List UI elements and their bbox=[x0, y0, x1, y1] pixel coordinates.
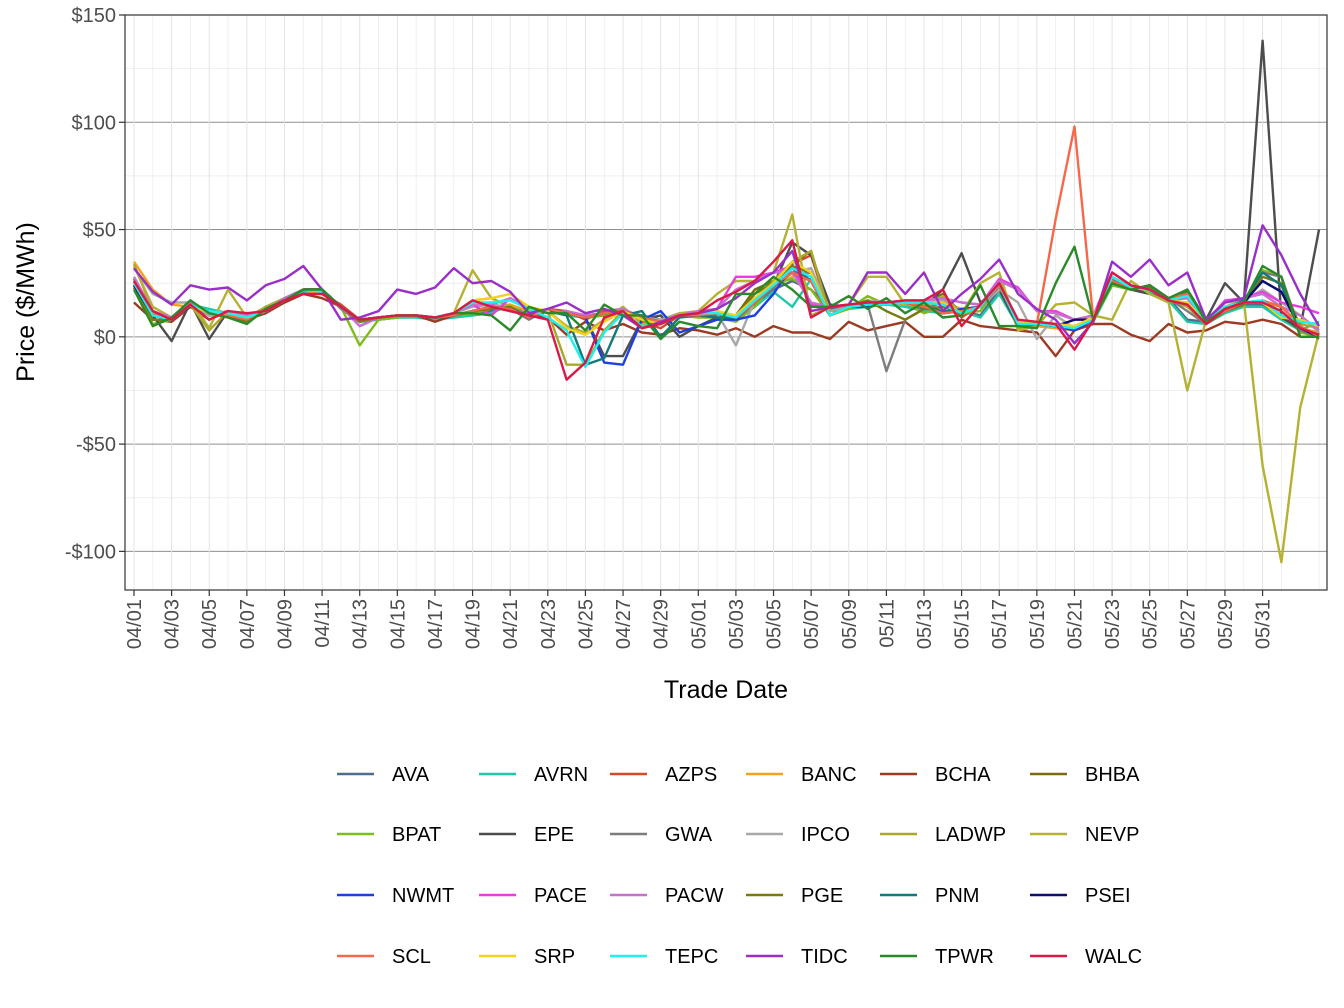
legend-item-nevp: NEVP bbox=[1030, 824, 1139, 846]
x-tick-label: 05/05 bbox=[764, 599, 786, 649]
legend-item-pace: PACE bbox=[479, 885, 587, 907]
panel-border bbox=[124, 14, 1328, 591]
series-line-walc bbox=[132, 239, 1320, 381]
legend-item-ava: AVA bbox=[337, 764, 430, 786]
series-line-tpwr bbox=[132, 245, 1319, 341]
y-tick-label: -$50 bbox=[76, 434, 116, 456]
y-tick-label: $150 bbox=[72, 5, 117, 27]
series-lines bbox=[132, 39, 1321, 564]
x-tick-label: 05/19 bbox=[1027, 599, 1049, 649]
legend-label: PGE bbox=[801, 885, 843, 907]
y-tick-label: $50 bbox=[83, 220, 116, 242]
y-tick-label: $0 bbox=[94, 327, 116, 349]
x-tick-label: 05/13 bbox=[914, 599, 936, 649]
x-tick-label: 04/29 bbox=[651, 599, 673, 649]
x-tick-label: 04/25 bbox=[575, 599, 597, 649]
legend-label: BPAT bbox=[392, 824, 441, 846]
legend-item-scl: SCL bbox=[337, 946, 431, 968]
x-tick-label: 04/11 bbox=[312, 599, 334, 648]
y-tick-label: -$100 bbox=[65, 541, 116, 563]
legend-label: AVRN bbox=[534, 764, 588, 786]
y-axis-title: Price ($/MWh) bbox=[12, 222, 40, 382]
legend-item-epe: EPE bbox=[479, 824, 574, 846]
legend-item-avrn: AVRN bbox=[479, 764, 588, 786]
legend-item-bcha: BCHA bbox=[880, 764, 991, 786]
legend-label: GWA bbox=[665, 824, 713, 846]
x-tick-label: 05/29 bbox=[1215, 599, 1237, 649]
legend-label: PACE bbox=[534, 885, 587, 907]
x-tick-label: 04/03 bbox=[162, 599, 184, 649]
x-axis-title: Trade Date bbox=[664, 676, 788, 704]
legend-item-psei: PSEI bbox=[1030, 885, 1131, 907]
legend-label: BHBA bbox=[1085, 764, 1140, 786]
legend-label: NEVP bbox=[1085, 824, 1139, 846]
legend-label: SCL bbox=[392, 946, 431, 968]
x-tick-label: 05/23 bbox=[1102, 599, 1124, 649]
legend-label: TIDC bbox=[801, 946, 848, 968]
x-tick-label: 05/15 bbox=[952, 599, 974, 649]
x-tick-label: 05/11 bbox=[876, 599, 898, 648]
legend-item-pnm: PNM bbox=[880, 885, 979, 907]
x-tick-label: 04/05 bbox=[199, 599, 221, 649]
x-tick-label: 04/21 bbox=[500, 599, 522, 649]
legend-label: PNM bbox=[935, 885, 979, 907]
x-axis: 04/01 04/03 04/05 04/07 04/09 04/11 04/13 04/15… bbox=[124, 590, 1275, 649]
x-tick-label: 05/01 bbox=[688, 599, 710, 649]
legend-item-bhba: BHBA bbox=[1030, 764, 1140, 786]
x-tick-label: 05/17 bbox=[989, 599, 1011, 649]
x-tick-label: 04/23 bbox=[538, 599, 560, 649]
legend-label: NWMT bbox=[392, 885, 454, 907]
y-axis: $150 $100 $50 $0 -$50 -$100 bbox=[65, 5, 125, 563]
legend-item-tpwr: TPWR bbox=[880, 946, 994, 968]
x-tick-label: 04/15 bbox=[387, 599, 409, 649]
legend-label: BCHA bbox=[935, 764, 991, 786]
legend-label: PSEI bbox=[1085, 885, 1131, 907]
legend-label: EPE bbox=[534, 824, 574, 846]
legend-item-tepc: TEPC bbox=[610, 946, 718, 968]
x-tick-label: 04/27 bbox=[613, 599, 635, 649]
x-tick-label: 05/09 bbox=[839, 599, 861, 649]
legend-label: LADWP bbox=[935, 824, 1006, 846]
x-tick-label: 04/01 bbox=[124, 599, 146, 649]
x-tick-label: 05/21 bbox=[1065, 599, 1087, 649]
legend-item-ipco: IPCO bbox=[746, 824, 850, 846]
x-tick-label: 05/03 bbox=[726, 599, 748, 649]
x-tick-label: 05/25 bbox=[1140, 599, 1162, 649]
x-tick-label: 04/07 bbox=[237, 599, 259, 649]
legend-item-banc: BANC bbox=[746, 764, 857, 786]
legend-item-pge: PGE bbox=[746, 885, 843, 907]
y-tick-label: $100 bbox=[72, 112, 117, 134]
legend-item-gwa: GWA bbox=[610, 824, 713, 846]
legend-item-ladwp: LADWP bbox=[880, 824, 1006, 846]
x-tick-label: 05/31 bbox=[1253, 599, 1275, 649]
legend-item-bpat: BPAT bbox=[337, 824, 441, 846]
x-tick-label: 05/07 bbox=[801, 599, 823, 649]
legend-label: AVA bbox=[392, 764, 430, 786]
legend-label: BANC bbox=[801, 764, 857, 786]
x-tick-label: 04/09 bbox=[275, 599, 297, 649]
legend-item-tidc: TIDC bbox=[746, 946, 848, 968]
series-line-tidc bbox=[133, 224, 1321, 345]
x-tick-label: 05/27 bbox=[1177, 599, 1199, 649]
legend-label: SRP bbox=[534, 946, 575, 968]
x-tick-label: 04/13 bbox=[350, 599, 372, 649]
legend-item-srp: SRP bbox=[479, 946, 575, 968]
legend-label: WALC bbox=[1085, 946, 1142, 968]
legend-label: TEPC bbox=[665, 946, 718, 968]
legend-label: PACW bbox=[665, 885, 724, 907]
legend-item-nwmt: NWMT bbox=[337, 885, 454, 907]
legend-label: TPWR bbox=[935, 946, 994, 968]
legend-item-pacw: PACW bbox=[610, 885, 724, 907]
x-tick-label: 04/19 bbox=[463, 599, 485, 649]
legend-item-azps: AZPS bbox=[610, 764, 717, 786]
x-tick-label: 04/17 bbox=[425, 599, 447, 649]
legend-label: IPCO bbox=[801, 824, 850, 846]
legend-label: AZPS bbox=[665, 764, 717, 786]
legend: AVA AVRN AZPS BANC BCHA BHBA BPAT EPE GWA IPCO LAD… bbox=[337, 764, 1142, 968]
legend-item-walc: WALC bbox=[1030, 946, 1142, 968]
